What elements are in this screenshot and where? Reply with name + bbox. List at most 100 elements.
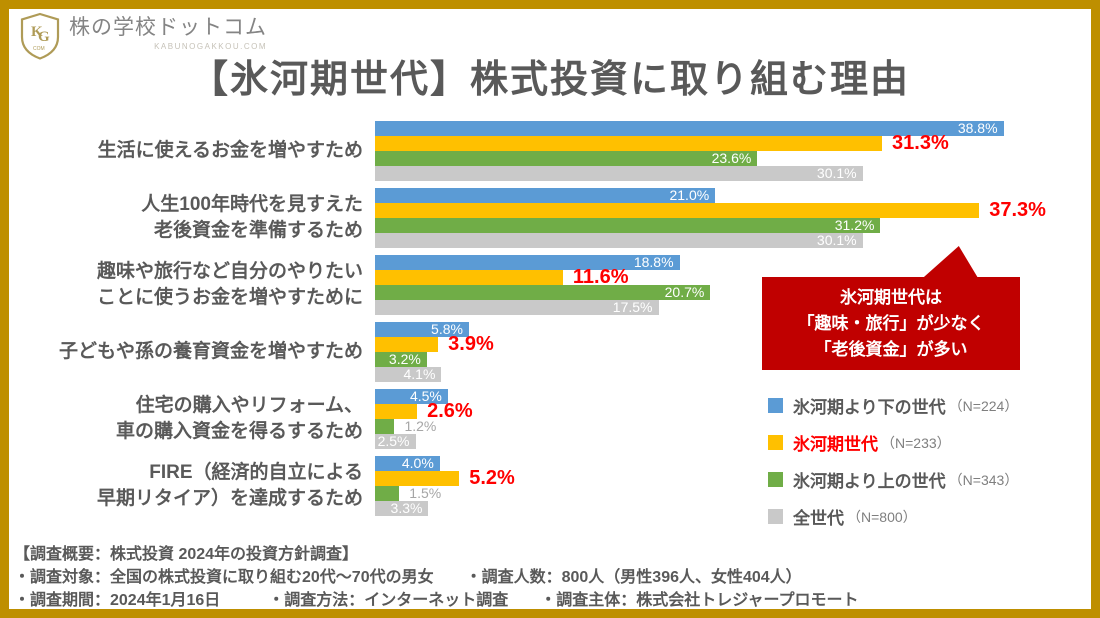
legend-item: 氷河期より上の世代 （N=343） <box>768 466 1018 493</box>
bar-group: 趣味や旅行など自分のやりたい ことに使うお金を増やすために 18.8% 11.6% 20… <box>0 255 1100 315</box>
legend-label: 氷河期より下の世代 <box>793 398 946 417</box>
legend-item: 氷河期より下の世代 （N=224） <box>768 392 1018 419</box>
bar-value-label: 2.5% <box>377 433 410 449</box>
bar-green: 3.2% <box>375 352 427 367</box>
bar-value-label: 38.8% <box>957 120 998 136</box>
bar-yellow: 2.6% <box>375 400 473 422</box>
category-label: 人生100年時代を見すえた 老後資金を準備するため <box>141 194 363 241</box>
bar-green: 20.7% <box>375 284 711 300</box>
legend-swatch-blue <box>768 398 783 413</box>
legend-item: 氷河期世代 （N=233） <box>768 429 1018 456</box>
bar-yellow: 3.9% <box>375 333 494 355</box>
category-label: 子どもや孫の養育資金を増やすため <box>58 341 363 362</box>
legend-swatch-green <box>768 472 783 487</box>
survey-overview-line: ・調査対象：全国の株式投資に取り組む20代～70代の男女 ・調査人数：800人（… <box>14 569 802 586</box>
bar-value-label: 20.7% <box>664 284 705 300</box>
bar-stack: 4.5% 2.6% 1.2% 2.5% <box>375 389 1023 449</box>
bar-group: 住宅の購入やリフォーム、 車の購入資金を得るするため 4.5% 2.6% 1.2% 2.5… <box>0 389 1100 449</box>
bar-gray: 17.5% <box>375 300 659 315</box>
callout-line: 「老後資金」が多い <box>814 339 968 359</box>
bar-green: 23.6% <box>375 150 758 166</box>
brand-logo: K G COM 株の学校ドットコム KABUNOGAKKOU.COM <box>18 12 267 60</box>
chart-area: 生活に使えるお金を増やすため 38.8% 31.3% 23.6% 30.1% 人生100年… <box>0 121 1100 521</box>
bar-value-label: 31.3% <box>892 132 949 154</box>
bar-gray: 30.1% <box>375 166 863 181</box>
legend-label: 氷河期世代 <box>793 435 878 454</box>
page-title: 【氷河期世代】株式投資に取り組む理由 <box>189 59 910 101</box>
legend-item: 全世代 （N=800） <box>768 503 1018 530</box>
bar-value-label: 30.1% <box>816 165 857 181</box>
bar-group: 生活に使えるお金を増やすため 38.8% 31.3% 23.6% 30.1% <box>0 121 1100 181</box>
bar-group: 人生100年時代を見すえた 老後資金を準備するため 21.0% 37.3% 31.2% 3… <box>0 188 1100 248</box>
bar-green: 31.2% <box>375 217 881 233</box>
bar-stack: 5.8% 3.9% 3.2% 4.1% <box>375 322 1023 382</box>
callout-line: 氷河期世代は <box>840 287 942 307</box>
legend-sample-size: （N=233） <box>881 434 951 451</box>
legend-swatch-gray <box>768 509 783 524</box>
survey-overview-line: ・調査期間：2024年1月16日 ・調査方法：インターネット調査 ・調査主体：株… <box>14 592 859 609</box>
bar-blue: 5.8% <box>375 322 469 337</box>
bar-yellow: 11.6% <box>375 266 629 288</box>
category-label: FIRE（経済的自立による 早期リタイア）を達成するため <box>96 462 363 509</box>
legend-swatch-yellow <box>768 435 783 450</box>
bar-group: 子どもや孫の養育資金を増やすため 5.8% 3.9% 3.2% 4.1% <box>0 322 1100 382</box>
bar-value-label: 21.0% <box>669 187 710 203</box>
bar-gray: 4.1% <box>375 366 442 382</box>
bar-value-label: 1.5% <box>409 485 442 501</box>
svg-text:G: G <box>38 29 50 45</box>
bar-value-label: 18.8% <box>633 254 674 270</box>
bar-blue: 21.0% <box>375 187 716 203</box>
bar-value-label: 23.6% <box>711 150 752 166</box>
bar-value-label: 5.8% <box>431 321 463 337</box>
bar-blue: 4.0% <box>375 456 440 471</box>
brand-domain: KABUNOGAKKOU.COM <box>154 42 267 51</box>
bar-blue: 18.8% <box>375 255 680 270</box>
legend-sample-size: （N=343） <box>948 471 1019 488</box>
bar-value-label: 30.1% <box>816 232 857 248</box>
bar-stack: 18.8% 11.6% 20.7% 17.5% <box>375 255 1023 315</box>
legend-label: 全世代 <box>793 509 844 528</box>
bar-group: FIRE（経済的自立による 早期リタイア）を達成するため 4.0% 5.2% 1.5% 3… <box>0 456 1100 516</box>
bar-value-label: 4.0% <box>401 455 434 471</box>
shield-logo-icon: K G COM <box>18 12 62 60</box>
bar-green: 1.2% <box>375 419 436 434</box>
bar-value-label: 2.6% <box>427 400 473 422</box>
bar-value-label: 4.5% <box>409 388 442 404</box>
bar-gray: 2.5% <box>375 434 416 449</box>
brand-name: 株の学校ドットコム <box>69 16 267 39</box>
bar-value-label: 3.2% <box>388 351 421 367</box>
bar-value-label: 31.2% <box>834 217 875 233</box>
svg-text:COM: COM <box>33 46 45 52</box>
legend-sample-size: （N=224） <box>948 397 1019 414</box>
bar-gray: 30.1% <box>375 233 863 248</box>
bar-value-label: 3.9% <box>448 333 494 355</box>
bar-yellow: 37.3% <box>375 199 1046 221</box>
category-label: 住宅の購入やリフォーム、 車の購入資金を得るするため <box>115 395 363 442</box>
bar-value-label: 4.1% <box>403 366 436 382</box>
bar-stack: 4.0% 5.2% 1.5% 3.3% <box>375 456 1023 516</box>
callout-box: 氷河期世代は 「趣味・旅行」が少なく 「老後資金」が多い <box>762 277 1020 370</box>
brand-logo-text-block: 株の学校ドットコム KABUNOGAKKOU.COM <box>69 16 267 51</box>
chart-legend: 氷河期より下の世代 （N=224） 氷河期世代 （N=233） 氷河期より上の世代 （N=… <box>768 392 1018 540</box>
legend-label: 氷河期より上の世代 <box>793 472 946 491</box>
bar-value-label: 11.6% <box>572 266 629 288</box>
bar-blue: 4.5% <box>375 389 448 404</box>
callout-line: 「趣味・旅行」が少なく <box>797 313 985 333</box>
category-label: 趣味や旅行など自分のやりたい ことに使うお金を増やすために <box>96 261 363 308</box>
bar-yellow: 31.3% <box>375 132 949 154</box>
bar-blue: 38.8% <box>375 121 1004 136</box>
bar-gray: 3.3% <box>375 500 429 516</box>
bar-value-label: 1.2% <box>404 418 437 434</box>
bar-stack: 38.8% 31.3% 23.6% 30.1% <box>375 121 1023 181</box>
bar-yellow: 5.2% <box>375 467 515 489</box>
svg-text:K: K <box>31 24 43 40</box>
legend-sample-size: （N=800） <box>847 508 917 525</box>
category-label: 生活に使えるお金を増やすため <box>97 140 363 161</box>
bar-green: 1.5% <box>375 486 441 501</box>
survey-overview: 【調査概要：株式投資 2024年の投資方針調査】 ・調査対象：全国の株式投資に取… <box>14 543 1089 612</box>
bar-value-label: 17.5% <box>612 299 653 315</box>
bar-value-label: 37.3% <box>989 199 1046 221</box>
bar-value-label: 5.2% <box>469 467 515 489</box>
bar-value-label: 3.3% <box>390 500 423 516</box>
